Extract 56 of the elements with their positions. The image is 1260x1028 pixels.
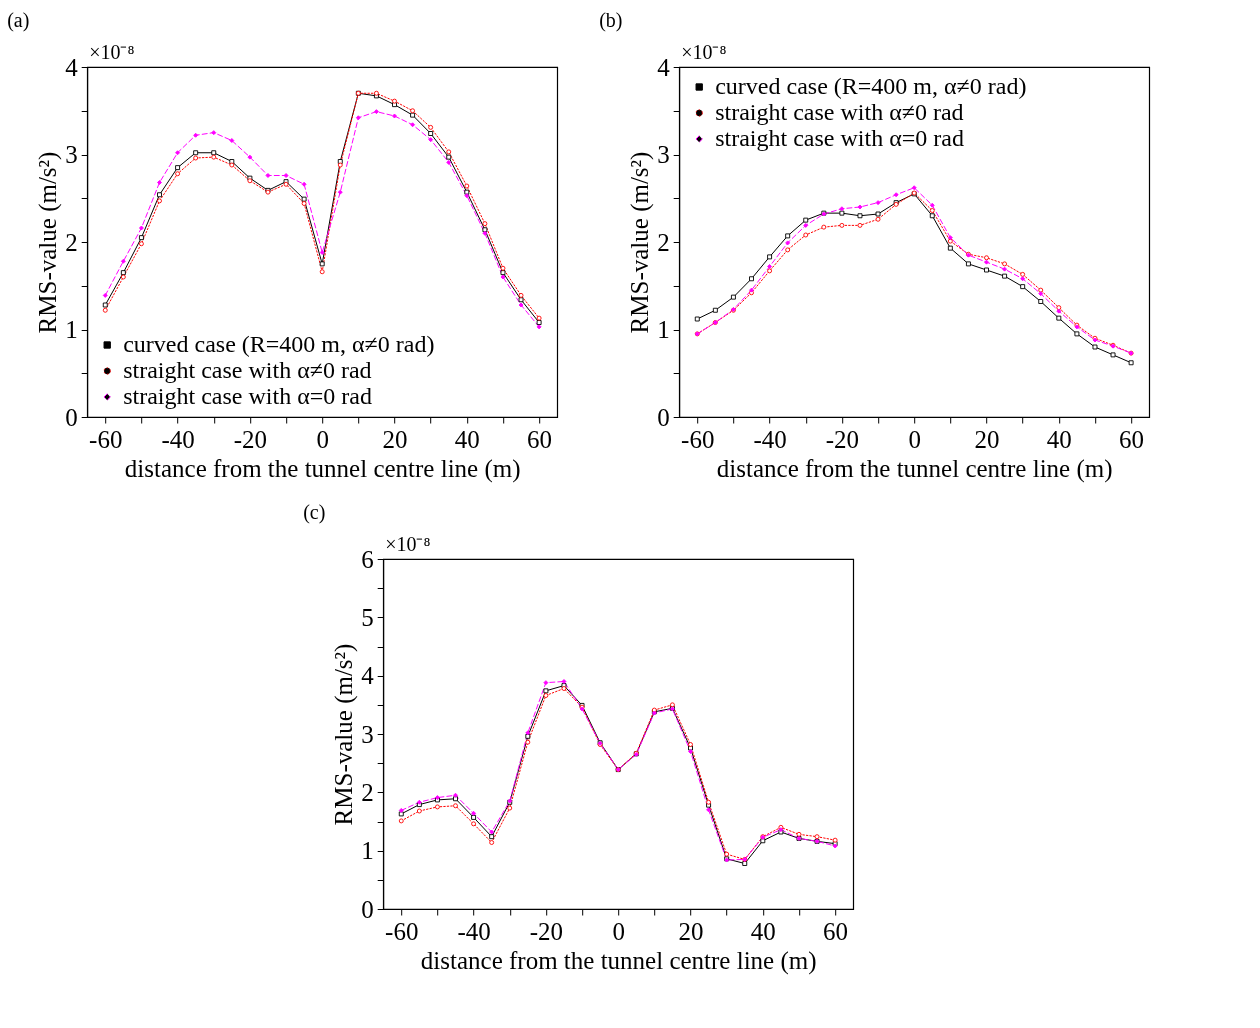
- x-tick-label: -40: [161, 425, 195, 453]
- y-axis-title: RMS-value (m/s²): [330, 643, 359, 826]
- x-tick-label: -60: [89, 425, 123, 453]
- x-tick-label: 40: [1046, 425, 1072, 453]
- x-tick-label: -40: [457, 917, 491, 945]
- x-tick-label: -20: [529, 917, 564, 945]
- y-tick-label: 0: [65, 403, 78, 431]
- y-tick-label: 4: [361, 662, 375, 690]
- x-tick-label: 40: [454, 425, 480, 453]
- legend-label: straight case with α≠0 rad: [123, 357, 372, 383]
- y-axis-title: RMS-value (m/s²): [626, 151, 655, 334]
- x-tick-label: -60: [681, 425, 715, 453]
- legend-label: straight case with α≠0 rad: [715, 99, 964, 125]
- x-axis-title: distance from the tunnel centre line (m): [124, 454, 521, 483]
- y-tick-label: 0: [361, 895, 374, 923]
- x-tick-label: 20: [382, 425, 408, 453]
- y-tick-label: 2: [361, 778, 374, 806]
- y-tick-label: 6: [361, 545, 374, 573]
- x-tick-label: -20: [825, 425, 860, 453]
- y-tick-label: 3: [65, 141, 78, 168]
- x-tick-label: 60: [527, 425, 553, 453]
- text: ×10⁻⁸: [89, 41, 135, 63]
- y-tick-label: 5: [361, 603, 374, 631]
- x-tick-label: 0: [908, 425, 921, 453]
- y-tick-label: 2: [657, 228, 670, 256]
- x-tick-label: 0: [316, 425, 329, 453]
- y-tick-label: 3: [657, 141, 670, 168]
- x-tick-label: -60: [385, 917, 419, 945]
- x-tick-label: 20: [678, 917, 704, 945]
- x-axis-title: distance from the tunnel centre line (m): [716, 454, 1113, 483]
- legend-label: straight case with α=0 rad: [123, 383, 372, 409]
- y-tick-label: 1: [361, 837, 374, 865]
- x-tick-label: 60: [1119, 425, 1145, 453]
- x-tick-label: 40: [750, 917, 776, 945]
- legend-label: curved case (R=400 m, α≠0 rad): [715, 73, 1027, 99]
- chart-title: (c): [303, 501, 326, 524]
- x-axis-title: distance from the tunnel centre line (m): [420, 946, 817, 975]
- y-tick-label: 4: [657, 53, 671, 81]
- y-tick-label: 0: [657, 403, 670, 431]
- y-tick-label: 1: [657, 316, 670, 343]
- chart-title: (b): [599, 9, 623, 32]
- x-tick-label: 0: [612, 917, 625, 945]
- y-axis-title: RMS-value (m/s²): [34, 151, 63, 334]
- y-tick-label: 3: [361, 720, 374, 748]
- x-tick-label: 60: [823, 917, 849, 945]
- legend-label: curved case (R=400 m, α≠0 rad): [123, 331, 435, 357]
- y-tick-label: 4: [65, 53, 79, 81]
- x-tick-label: 20: [974, 425, 1000, 453]
- legend-label: straight case with α=0 rad: [715, 125, 964, 151]
- x-tick-label: -40: [753, 425, 787, 453]
- y-tick-label: 2: [65, 228, 78, 256]
- y-tick-label: 1: [65, 316, 78, 343]
- text: ×10⁻⁸: [681, 41, 727, 63]
- chart-title: (a): [7, 9, 30, 32]
- x-tick-label: -20: [233, 425, 268, 453]
- text: ×10⁻⁸: [385, 533, 431, 555]
